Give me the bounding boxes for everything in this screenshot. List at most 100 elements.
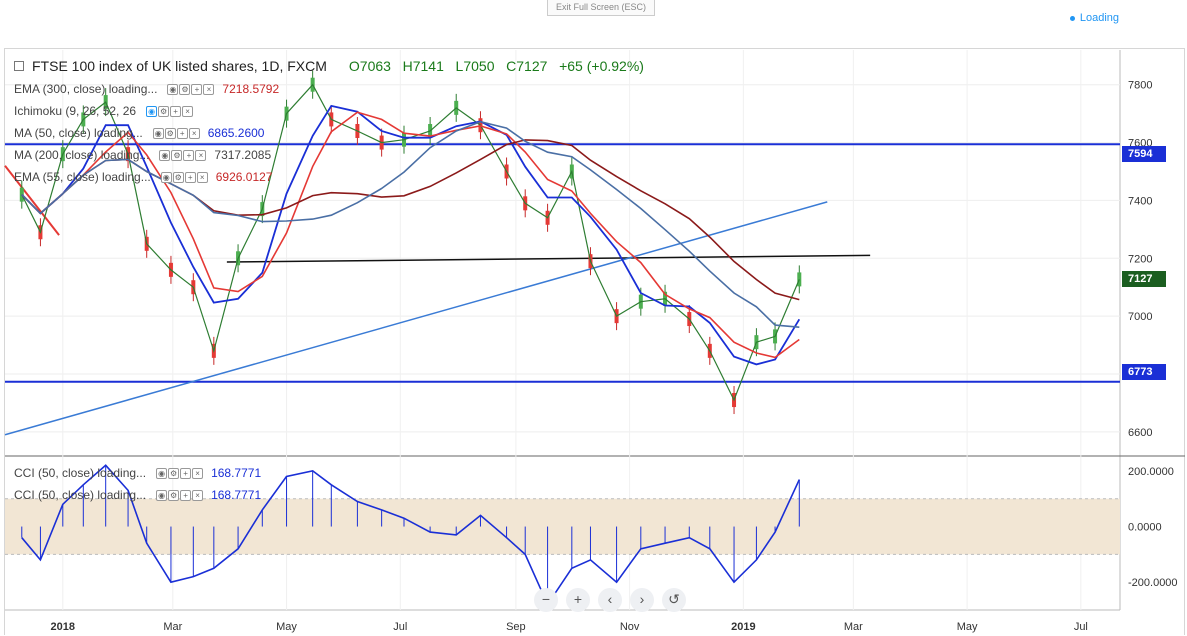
ma50-line (21, 104, 801, 366)
eye-icon[interactable]: ◉ (146, 105, 158, 117)
indicator-name: CCI (50, close) loading... (14, 488, 147, 502)
reset-chart-button[interactable]: ↺ (662, 588, 686, 612)
neckline-trendline (226, 254, 871, 263)
cci-tick-label: -200.0000 (1128, 577, 1178, 589)
add-icon[interactable]: + (170, 105, 182, 117)
gear-icon[interactable]: ⚙ (171, 149, 183, 161)
gear-icon[interactable]: ⚙ (179, 83, 191, 95)
indicator-legend-ema300[interactable]: EMA (300, close) loading... ◉ ⚙ + × 7218.57… (14, 82, 279, 96)
zoom-out-button[interactable]: − (534, 588, 558, 612)
indicator-legend-ma200[interactable]: MA (200, close) loading... ◉ ⚙ + × 7317.208… (14, 148, 271, 162)
price-tick-label: 7800 (1128, 80, 1152, 92)
close-icon[interactable]: × (196, 171, 208, 183)
time-tick-label: May (276, 621, 297, 633)
top-bar: Exit Full Screen (ESC) Loading (0, 0, 1187, 48)
collapse-toggle-icon[interactable] (14, 61, 24, 71)
indicator-name: MA (200, close) loading... (14, 148, 150, 162)
eye-icon[interactable]: ◉ (167, 83, 179, 95)
indicator-buttons[interactable]: ◉ ⚙ + × (159, 149, 207, 161)
downtrend-segment (4, 165, 60, 236)
add-icon[interactable]: + (176, 127, 188, 139)
time-tick-label: Jul (1074, 621, 1088, 633)
ohlc-values: O7063 H7141 L7050 C7127 +65 (+0.92%) (349, 58, 644, 74)
price-tick-label: 7000 (1128, 311, 1152, 323)
indicator-name: MA (50, close) loading... (14, 126, 143, 140)
ema55-line (21, 111, 800, 359)
close-icon[interactable]: × (188, 127, 200, 139)
gear-icon[interactable]: ⚙ (158, 105, 170, 117)
price-tick-label: 7200 (1128, 253, 1152, 265)
indicator-value: 7218.5792 (222, 82, 280, 96)
cci-tick-label: 0.0000 (1128, 522, 1162, 534)
time-tick-label: 2018 (51, 621, 75, 633)
cci-tick-label: 200.0000 (1128, 466, 1174, 478)
eye-icon[interactable]: ◉ (156, 467, 168, 479)
close-icon[interactable]: × (203, 83, 215, 95)
indicator-value: 168.7771 (211, 466, 262, 480)
indicator-buttons[interactable]: ◉ ⚙ + × (152, 127, 200, 139)
symbol-title[interactable]: FTSE 100 index of UK listed shares, 1D, … (32, 58, 327, 74)
indicator-legend-ma50[interactable]: MA (50, close) loading... ◉ ⚙ + × 6865.2600 (14, 126, 264, 140)
cci-legend-2[interactable]: CCI (50, close) loading... ◉ ⚙ + × 168.7771 (14, 488, 261, 502)
gear-icon[interactable]: ⚙ (168, 467, 180, 479)
time-tick-label: Jul (393, 621, 407, 633)
price-tag-current: 7127 (1122, 271, 1166, 287)
scroll-right-button[interactable]: › (630, 588, 654, 612)
indicator-buttons[interactable]: ◉ ⚙ + × (156, 467, 204, 479)
gear-icon[interactable]: ⚙ (164, 127, 176, 139)
add-icon[interactable]: + (183, 149, 195, 161)
indicator-name: Ichimoku (9, 26, 52, 26 (14, 104, 137, 118)
eye-icon[interactable]: ◉ (159, 149, 171, 161)
price-tick-label: 7400 (1128, 195, 1152, 207)
time-tick-label: Mar (844, 621, 863, 633)
indicator-buttons[interactable]: ◉ ⚙ + × (160, 171, 208, 183)
time-tick-label: 2019 (731, 621, 755, 633)
add-icon[interactable]: + (184, 171, 196, 183)
indicator-value: 6865.2600 (207, 126, 265, 140)
cci-line (21, 464, 801, 607)
time-tick-label: Sep (506, 621, 526, 633)
ma200-line (21, 120, 800, 328)
exit-fullscreen-button[interactable]: Exit Full Screen (ESC) (547, 0, 655, 16)
time-tick-label: May (957, 621, 978, 633)
indicator-name: CCI (50, close) loading... (14, 466, 147, 480)
chart-nav-bar: − + ‹ › ↺ (534, 588, 686, 612)
close-icon[interactable]: × (192, 489, 204, 501)
scroll-left-button[interactable]: ‹ (598, 588, 622, 612)
zoom-in-button[interactable]: + (566, 588, 590, 612)
indicator-name: EMA (55, close) loading... (14, 170, 151, 184)
close-icon[interactable]: × (182, 105, 194, 117)
indicator-name: EMA (300, close) loading... (14, 82, 158, 96)
indicator-buttons[interactable]: ◉ ⚙ + × (156, 489, 204, 501)
gear-icon[interactable]: ⚙ (172, 171, 184, 183)
time-tick-label: Nov (620, 621, 640, 633)
add-icon[interactable]: + (180, 467, 192, 479)
close-icon[interactable]: × (195, 149, 207, 161)
add-icon[interactable]: + (191, 83, 203, 95)
rising-trendline (4, 201, 828, 436)
cci-legend-1[interactable]: CCI (50, close) loading... ◉ ⚙ + × 168.7771 (14, 466, 261, 480)
eye-icon[interactable]: ◉ (160, 171, 172, 183)
indicator-legend-ichimoku[interactable]: Ichimoku (9, 26, 52, 26 ◉ ⚙ + × (14, 104, 194, 118)
eye-icon[interactable]: ◉ (156, 489, 168, 501)
price-tag-upper-level: 7594 (1122, 146, 1166, 162)
price-tag-lower-level: 6773 (1122, 364, 1166, 380)
indicator-buttons[interactable]: ◉ ⚙ + × (146, 105, 194, 117)
cci-neutral-band (5, 498, 1120, 555)
eye-icon[interactable]: ◉ (152, 127, 164, 139)
high-value: H7141 (402, 58, 444, 74)
low-value: L7050 (455, 58, 495, 74)
ema300-line (21, 139, 800, 301)
indicator-legend-ema55[interactable]: EMA (55, close) loading... ◉ ⚙ + × 6926.012… (14, 170, 272, 184)
gear-icon[interactable]: ⚙ (168, 489, 180, 501)
close-icon[interactable]: × (192, 467, 204, 479)
open-value: O7063 (348, 58, 391, 74)
add-icon[interactable]: + (180, 489, 192, 501)
indicator-value: 168.7771 (211, 488, 262, 502)
indicator-value: 6926.0127 (215, 170, 273, 184)
chart-frame (4, 48, 1185, 635)
close-value: C7127 (506, 58, 548, 74)
indicator-buttons[interactable]: ◉ ⚙ + × (167, 83, 215, 95)
price-tick-label: 6600 (1128, 427, 1152, 439)
